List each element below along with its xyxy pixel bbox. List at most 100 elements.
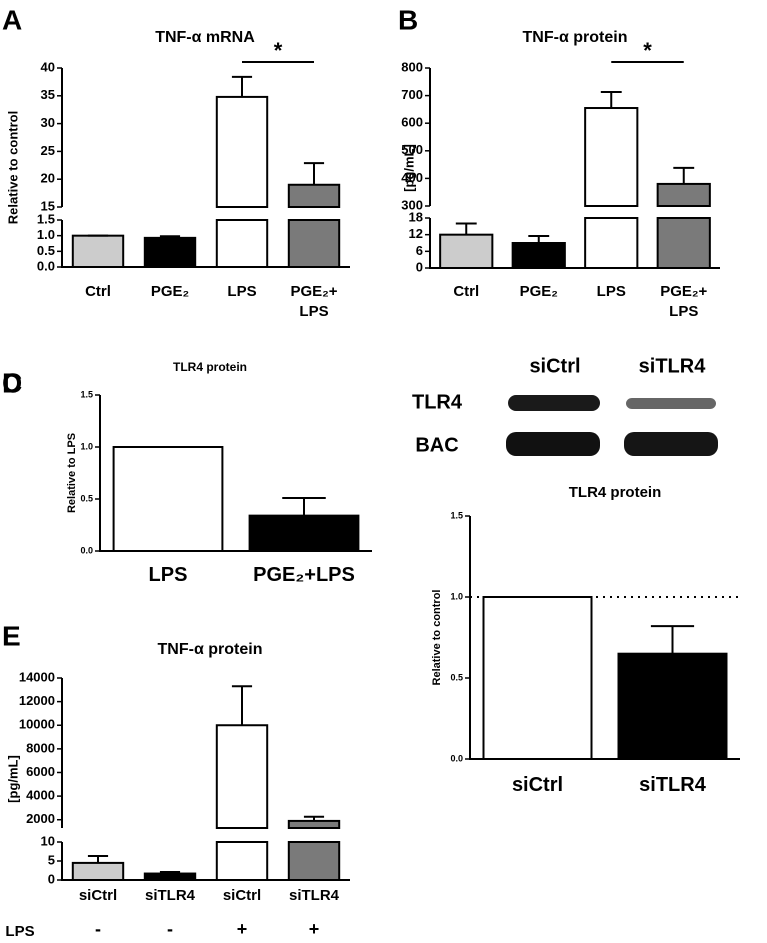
y-tick-label: 0.0 <box>37 258 55 273</box>
bar <box>584 217 639 269</box>
blot-column: siTLR4 <box>639 355 707 377</box>
chart-title: TNF-α mRNA <box>155 29 255 46</box>
bar <box>511 242 566 269</box>
y-tick-label: 0.0 <box>450 753 463 763</box>
chart-title: TNF-α protein <box>523 29 628 46</box>
y-tick-label: 0.5 <box>37 243 55 258</box>
y-tick-label: 15 <box>41 198 55 213</box>
bar <box>617 652 728 761</box>
blot-column: siCtrl <box>529 355 580 377</box>
y-tick-label: 1.0 <box>450 591 463 601</box>
y-tick-label: 1.5 <box>37 211 55 226</box>
chart-title: TLR4 protein <box>569 484 662 501</box>
x-tick-label: PGE₂ <box>150 283 190 300</box>
bar <box>112 446 224 552</box>
chart-title: TNF-α protein <box>158 641 263 658</box>
treatment-value: + <box>237 919 248 939</box>
bar <box>215 841 269 881</box>
blot-row: BAC <box>415 434 458 456</box>
y-tick-label: 0 <box>416 259 423 274</box>
y-tick-label: 0 <box>48 871 55 886</box>
panel-letter: E <box>2 620 21 651</box>
blot-band <box>626 398 716 409</box>
bar <box>215 95 269 208</box>
y-tick-label: 600 <box>401 115 423 130</box>
panel-letter: B <box>398 4 418 35</box>
y-tick-label: 12000 <box>19 693 55 708</box>
x-tick-label: LPS <box>227 283 257 300</box>
x-tick-label: siCtrl <box>78 887 118 904</box>
y-tick-label: 1.0 <box>37 227 55 242</box>
panel-letter: A <box>2 4 22 35</box>
chart-title: TLR4 protein <box>173 360 247 374</box>
bar <box>287 219 341 268</box>
x-tick-label: PGE₂+ LPS <box>660 283 708 320</box>
x-tick-label: Ctrl <box>85 283 111 300</box>
y-tick-label: 30 <box>41 115 55 130</box>
bar <box>215 219 269 268</box>
y-tick-label: 2000 <box>26 811 55 826</box>
y-tick-label: 25 <box>41 143 55 158</box>
y-tick-label: 12 <box>409 226 423 241</box>
blot-band <box>624 432 718 456</box>
x-tick-label: siTLR4 <box>639 774 706 796</box>
treatment-label: LPS <box>5 923 34 940</box>
y-tick-label: 300 <box>401 197 423 212</box>
y-tick-label: 0.0 <box>80 545 93 555</box>
y-axis-label: [pg/mL] <box>5 755 20 803</box>
y-tick-label: 1.5 <box>450 510 463 520</box>
x-tick-label: Ctrl <box>453 283 480 300</box>
treatment-value: + <box>309 919 320 939</box>
y-tick-label: 20 <box>41 171 55 186</box>
blot-band <box>506 432 600 456</box>
y-tick-label: 1.0 <box>80 441 93 451</box>
bar <box>215 724 269 829</box>
treatment-value: - <box>167 919 173 939</box>
blot-row: TLR4 <box>412 391 463 413</box>
bar <box>71 234 125 269</box>
y-axis-label: Relative to LPS <box>66 433 78 513</box>
panel-letter: D <box>2 367 22 398</box>
y-tick-label: 18 <box>409 209 423 224</box>
bar <box>656 217 711 269</box>
y-tick-label: 0.5 <box>450 672 463 682</box>
y-tick-label: 40 <box>41 59 55 74</box>
significance-label: * <box>274 38 283 63</box>
panel-letter: C <box>2 367 22 398</box>
y-tick-label: 4000 <box>26 788 55 803</box>
x-tick-label: PGE₂+LPS <box>253 564 355 586</box>
y-tick-label: 1.5 <box>80 389 93 399</box>
x-tick-label: PGE₂+ LPS <box>290 283 338 320</box>
y-tick-label: 14000 <box>19 669 55 684</box>
y-tick-label: 6 <box>416 243 423 258</box>
y-tick-label: 400 <box>401 170 423 185</box>
bar <box>584 107 639 207</box>
y-axis-label: Relative to control <box>5 111 20 224</box>
y-axis-label: [pg/mL] <box>401 144 416 192</box>
y-tick-label: 500 <box>401 142 423 157</box>
y-tick-label: 10 <box>41 833 55 848</box>
bar <box>439 233 494 270</box>
y-tick-label: 5 <box>48 852 55 867</box>
blot-band <box>508 395 600 411</box>
bar <box>287 841 341 881</box>
x-tick-label: LPS <box>148 564 188 586</box>
x-tick-label: siCtrl <box>222 887 262 904</box>
x-tick-label: siTLR4 <box>144 887 195 904</box>
x-tick-label: PGE₂ <box>519 283 558 300</box>
y-tick-label: 10000 <box>19 717 55 732</box>
x-tick-label: siTLR4 <box>288 887 339 904</box>
y-tick-label: 800 <box>401 59 423 74</box>
y-tick-label: 6000 <box>26 764 55 779</box>
y-tick-label: 35 <box>41 87 55 102</box>
y-axis-label: Relative to control <box>431 590 443 686</box>
treatment-value: - <box>95 919 101 939</box>
significance-label: * <box>643 38 652 63</box>
x-tick-label: siCtrl <box>511 774 564 796</box>
y-tick-label: 8000 <box>26 740 55 755</box>
x-tick-label: LPS <box>596 283 626 300</box>
y-tick-label: 700 <box>401 87 423 102</box>
y-tick-label: 0.5 <box>80 493 93 503</box>
